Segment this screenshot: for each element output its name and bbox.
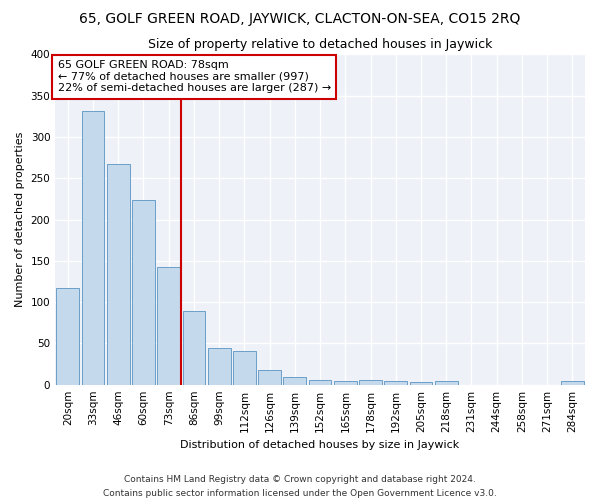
Bar	[385, 382, 407, 384]
Text: 65, GOLF GREEN ROAD, JAYWICK, CLACTON-ON-SEA, CO15 2RQ: 65, GOLF GREEN ROAD, JAYWICK, CLACTON-ON…	[79, 12, 521, 26]
Bar	[561, 382, 584, 384]
Bar	[435, 382, 458, 384]
Text: 65 GOLF GREEN ROAD: 78sqm
← 77% of detached houses are smaller (997)
22% of semi: 65 GOLF GREEN ROAD: 78sqm ← 77% of detac…	[58, 60, 331, 94]
Bar	[334, 380, 356, 384]
Bar	[182, 311, 205, 384]
X-axis label: Distribution of detached houses by size in Jaywick: Distribution of detached houses by size …	[181, 440, 460, 450]
Bar	[283, 378, 306, 384]
Bar	[82, 112, 104, 384]
Bar	[56, 288, 79, 384]
Bar	[233, 351, 256, 384]
Bar	[157, 268, 180, 384]
Bar	[107, 164, 130, 384]
Title: Size of property relative to detached houses in Jaywick: Size of property relative to detached ho…	[148, 38, 492, 51]
Text: Contains HM Land Registry data © Crown copyright and database right 2024.
Contai: Contains HM Land Registry data © Crown c…	[103, 476, 497, 498]
Bar	[208, 348, 230, 385]
Bar	[132, 200, 155, 384]
Bar	[309, 380, 331, 384]
Y-axis label: Number of detached properties: Number of detached properties	[15, 132, 25, 307]
Bar	[410, 382, 433, 384]
Bar	[258, 370, 281, 384]
Bar	[359, 380, 382, 384]
